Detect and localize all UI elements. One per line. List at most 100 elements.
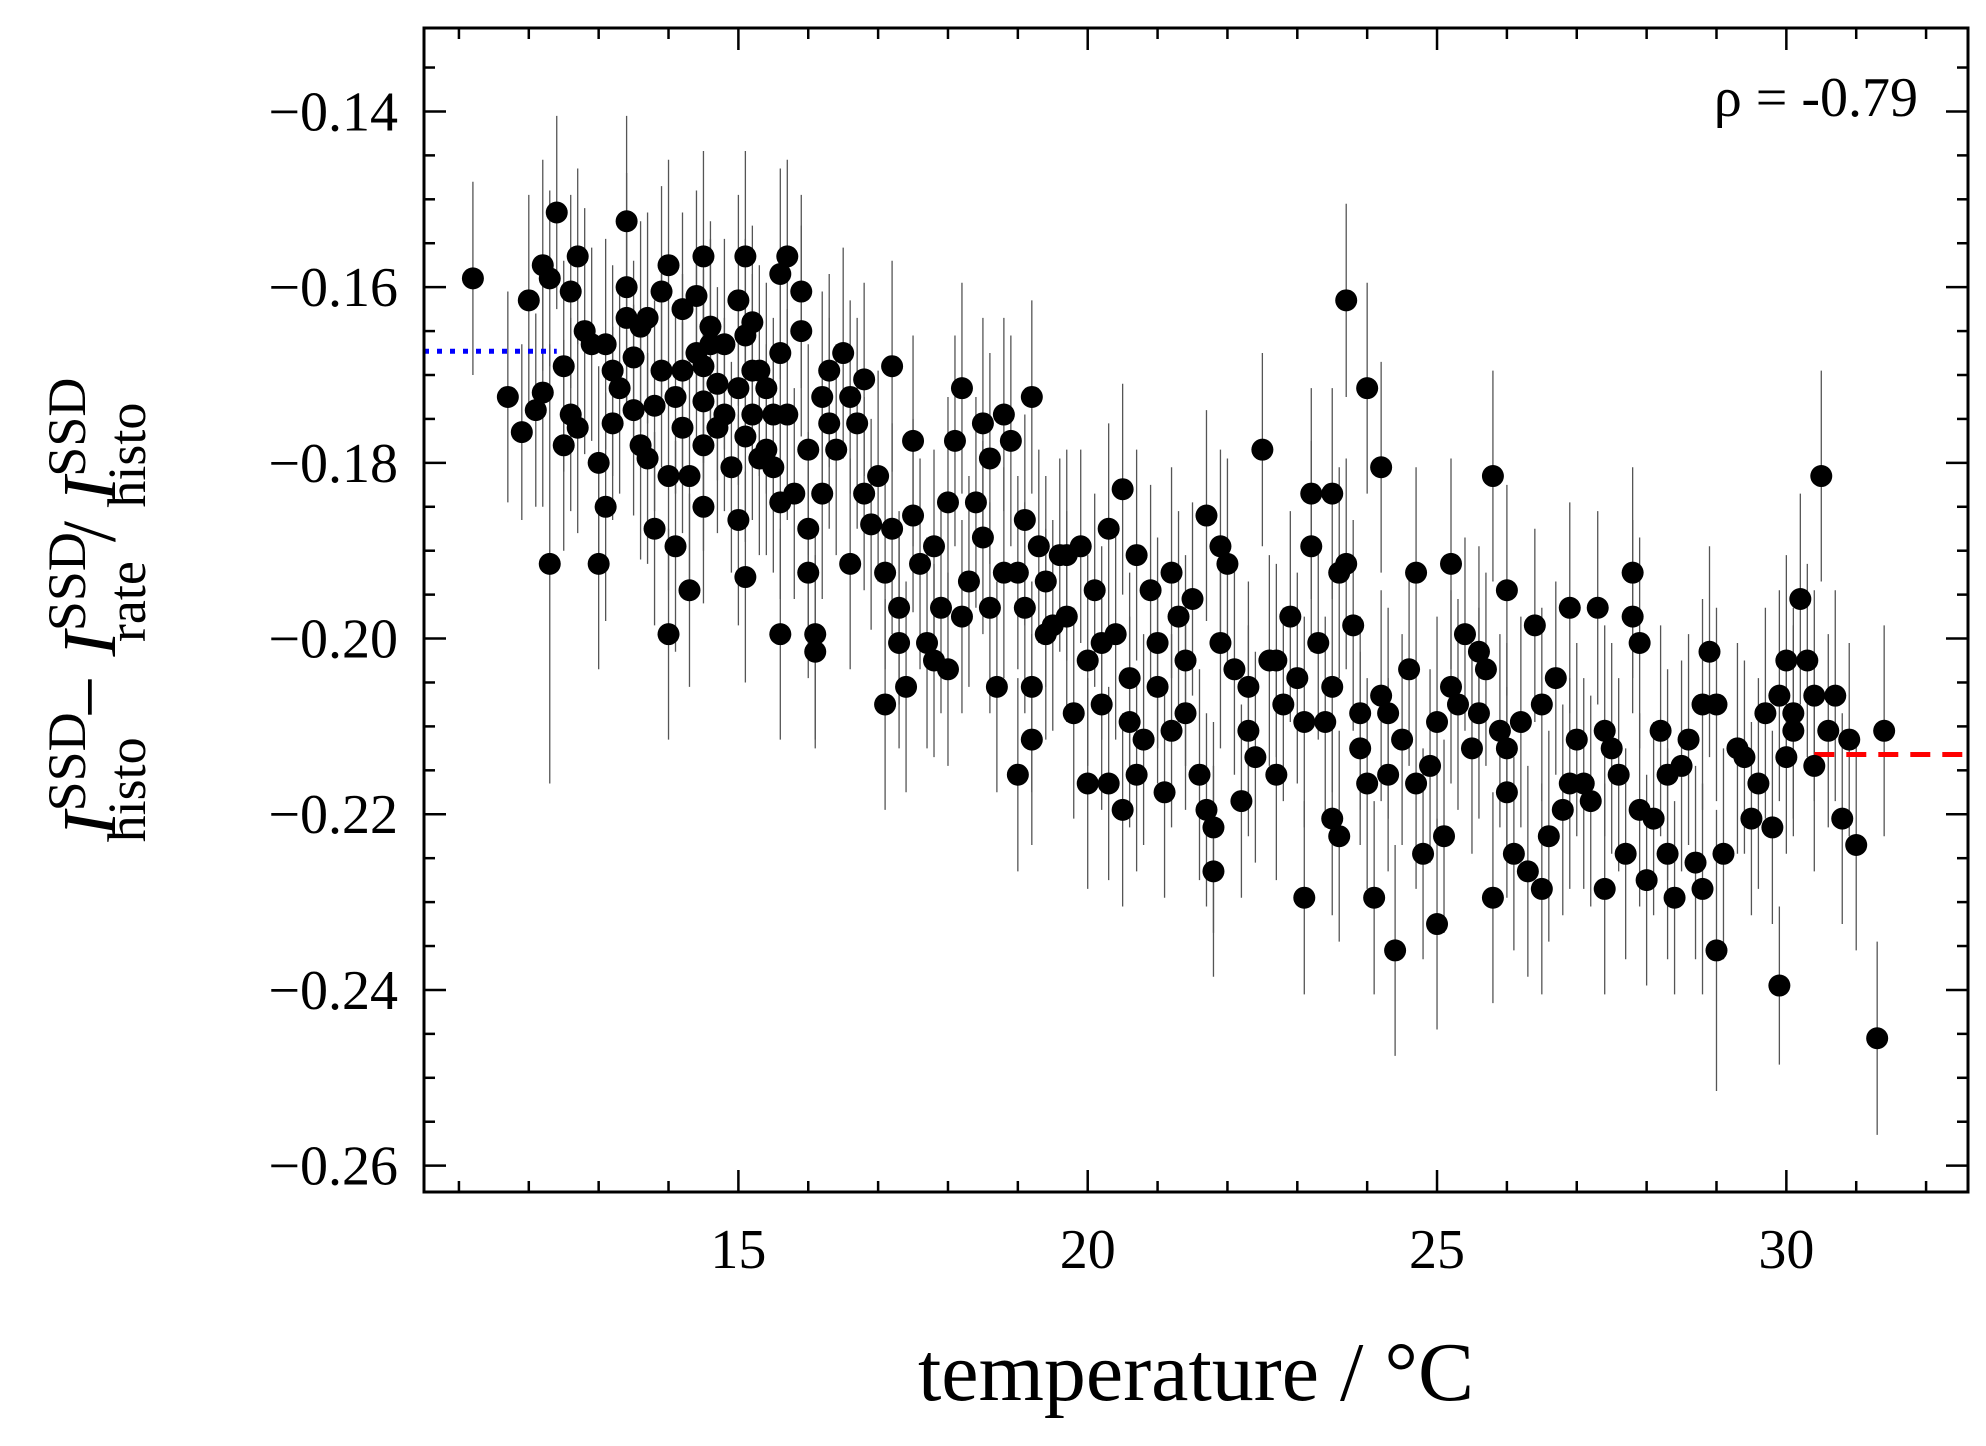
data-point	[727, 377, 750, 400]
data-point	[1391, 728, 1414, 751]
data-point	[1481, 465, 1504, 488]
data-point	[594, 495, 617, 518]
data-point	[1481, 886, 1504, 909]
data-point	[741, 359, 764, 382]
data-point	[1803, 754, 1826, 777]
data-point	[559, 280, 582, 303]
data-point	[769, 623, 792, 646]
data-point	[692, 245, 715, 268]
data-point	[992, 403, 1015, 426]
data-point	[1237, 719, 1260, 742]
data-point	[1698, 640, 1721, 663]
data-point	[839, 385, 862, 408]
data-point	[818, 359, 841, 382]
data-point	[1328, 825, 1351, 848]
data-point	[1300, 535, 1323, 558]
data-point	[1223, 658, 1246, 681]
data-point	[846, 412, 869, 435]
data-point	[1013, 596, 1036, 619]
y-title-sub2: rate	[97, 561, 157, 642]
data-point	[978, 596, 1001, 619]
data-point	[874, 561, 897, 584]
data-point	[685, 284, 708, 307]
data-point	[1775, 649, 1798, 672]
data-point	[706, 372, 729, 395]
y-tick-label: −0.16	[268, 257, 398, 319]
data-point	[1405, 561, 1428, 584]
data-point	[1691, 877, 1714, 900]
y-title-minus: −	[48, 656, 132, 737]
data-point	[957, 570, 980, 593]
data-point	[1174, 702, 1197, 725]
data-point	[671, 416, 694, 439]
data-point	[1118, 667, 1141, 690]
data-point	[1279, 605, 1302, 628]
data-point	[1209, 535, 1232, 558]
data-point	[1810, 465, 1833, 488]
data-point	[874, 693, 897, 716]
data-point	[1544, 667, 1567, 690]
data-point	[811, 482, 834, 505]
data-point	[699, 315, 722, 338]
data-point	[1160, 719, 1183, 742]
data-point	[1342, 614, 1365, 637]
x-tick-labels: 15 20 25 30	[710, 1219, 1814, 1281]
data-point	[1398, 658, 1421, 681]
data-point	[1628, 631, 1651, 654]
y-title-i3: I	[48, 473, 132, 503]
data-point	[587, 451, 610, 474]
data-point	[643, 394, 666, 417]
data-point	[936, 491, 959, 514]
y-tick-label: −0.18	[268, 433, 398, 495]
data-point	[1495, 781, 1518, 804]
data-point	[1705, 939, 1728, 962]
data-point	[811, 385, 834, 408]
data-point	[1440, 675, 1463, 698]
x-tick-label: 30	[1758, 1219, 1814, 1281]
data-point	[1335, 552, 1358, 575]
data-point	[783, 482, 806, 505]
data-point	[741, 311, 764, 334]
y-tick-label: −0.22	[268, 784, 398, 846]
data-point	[881, 517, 904, 540]
data-point	[650, 280, 673, 303]
data-point	[1600, 737, 1623, 760]
data-point	[1125, 763, 1148, 786]
data-point	[1446, 693, 1469, 716]
data-point	[1467, 640, 1490, 663]
data-point	[1300, 482, 1323, 505]
data-point	[1006, 561, 1029, 584]
data-point	[1467, 702, 1490, 725]
data-point	[1663, 886, 1686, 909]
y-axis-title: ISSDhisto − ISSDrate / ISSDhisto	[37, 378, 157, 843]
data-point	[797, 438, 820, 461]
data-point	[1579, 790, 1602, 813]
data-point	[999, 429, 1022, 452]
correlation-annotation: ρ = -0.79	[1714, 67, 1918, 129]
data-point	[755, 438, 778, 461]
data-point	[1020, 675, 1043, 698]
data-point	[853, 482, 876, 505]
data-point	[692, 355, 715, 378]
data-point	[1370, 684, 1393, 707]
data-point	[1132, 728, 1155, 751]
data-point	[636, 306, 659, 329]
data-point	[1216, 552, 1239, 575]
data-point	[755, 377, 778, 400]
data-point	[1866, 1027, 1889, 1050]
data-point	[839, 552, 862, 575]
data-point	[1020, 728, 1043, 751]
data-point	[1740, 807, 1763, 830]
data-point	[727, 289, 750, 312]
data-point	[1174, 649, 1197, 672]
data-point	[1649, 719, 1672, 742]
data-point	[1768, 684, 1791, 707]
data-point	[860, 513, 883, 536]
data-point	[1314, 711, 1337, 734]
data-point	[601, 359, 624, 382]
data-point	[1412, 842, 1435, 865]
data-point	[1265, 649, 1288, 672]
y-title-sup3: SSD	[37, 378, 97, 477]
data-point	[1712, 842, 1735, 865]
data-point	[1593, 719, 1616, 742]
